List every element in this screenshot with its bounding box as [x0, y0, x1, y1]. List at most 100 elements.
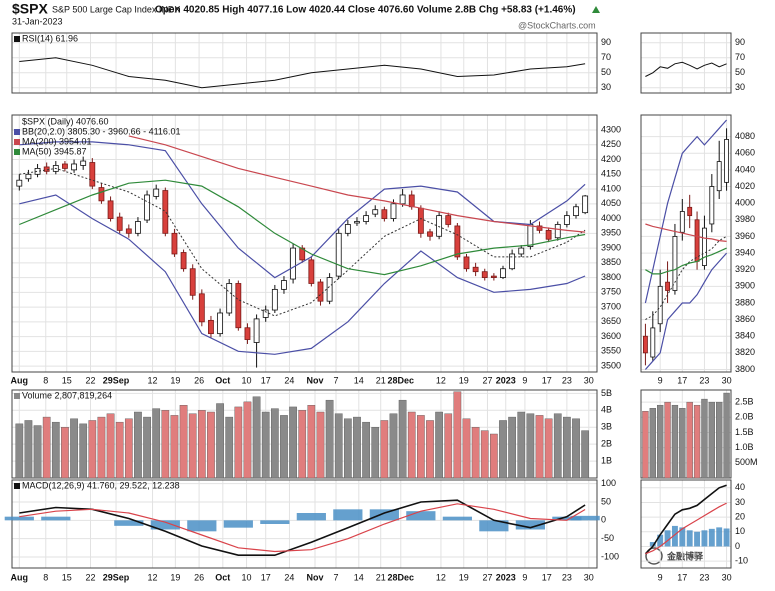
x-tick-label: 28Dec	[388, 375, 415, 385]
macd-histogram-bar	[150, 520, 180, 530]
volume-bar	[708, 401, 715, 479]
macd-histogram-bar	[406, 511, 436, 521]
y-tick-label: 3900	[735, 281, 755, 291]
volume-bar	[649, 408, 656, 479]
candle-body	[217, 312, 223, 335]
candle-body	[43, 166, 50, 172]
candle-body	[716, 161, 722, 192]
volume-bar	[389, 413, 398, 479]
volume-bar	[307, 405, 316, 479]
legend-label: BB(20,2.0) 3805.30 - 3960.66 - 4116.01	[22, 126, 180, 136]
candle-body	[554, 224, 561, 239]
legend-swatch	[14, 483, 20, 489]
candle-body	[262, 309, 269, 318]
candle-body	[650, 327, 656, 358]
volume-bar	[572, 418, 580, 479]
y-tick-label: 4080	[735, 131, 755, 141]
x-tick-label: 26	[194, 572, 204, 582]
macd-histogram-bar	[552, 516, 582, 521]
macd-histogram-bar	[479, 520, 509, 532]
volume-bar	[316, 411, 325, 479]
candle-body	[687, 206, 693, 217]
band-upper	[644, 119, 728, 304]
candle-body	[563, 215, 570, 225]
y-tick-label: 90	[601, 37, 611, 47]
y-tick-label: 500M	[735, 457, 758, 467]
legend-swatch	[14, 139, 20, 145]
macd-histogram-bar	[679, 527, 686, 547]
volume-bar	[61, 427, 69, 479]
x-tick-label: 22	[85, 572, 95, 582]
candle-body	[162, 190, 169, 234]
watermark-icon	[645, 547, 663, 565]
legend-label: $SPX (Daily) 4076.60	[22, 116, 109, 126]
y-tick-label: 3860	[735, 314, 755, 324]
volume-bar	[679, 408, 686, 479]
panel-frame	[11, 32, 598, 94]
x-tick-label: 30	[722, 572, 732, 582]
x-tick-label: 19	[459, 572, 469, 582]
x-tick-label: 28Dec	[388, 572, 415, 582]
x-tick-label: 26	[194, 375, 204, 385]
legend-label: Volume 2,807,819,264	[22, 390, 112, 400]
y-tick-label: 100	[601, 478, 616, 488]
volume-bar	[106, 413, 115, 479]
y-tick-label: 4040	[735, 164, 755, 174]
macd-histogram-bar	[333, 509, 363, 521]
macd-histogram-bar	[515, 520, 545, 530]
candle-body	[253, 318, 260, 343]
legend-swatch	[14, 36, 20, 42]
moving-average	[645, 247, 727, 275]
x-tick-label: 19	[170, 375, 180, 385]
candle-body	[694, 219, 700, 262]
panel-frame	[11, 479, 598, 569]
candle-body	[144, 194, 150, 221]
candle-body	[390, 203, 397, 219]
volume-bar	[435, 411, 443, 479]
y-tick-label: 30	[735, 82, 745, 92]
volume-bar	[526, 413, 535, 479]
x-tick-label: 27	[482, 375, 492, 385]
volume-bar	[362, 421, 370, 479]
volume-bar	[380, 420, 389, 479]
candle-body	[518, 247, 525, 255]
candle-body	[408, 194, 415, 208]
x-tick-label: Aug	[11, 375, 29, 385]
x-tick-label: 12	[148, 572, 158, 582]
volume-bar	[343, 418, 352, 479]
volume-bar	[42, 416, 51, 479]
y-tick-label: 90	[735, 37, 745, 47]
macd-histogram-bar	[708, 528, 715, 547]
band-middle	[19, 167, 586, 317]
candle-body	[709, 186, 715, 225]
candle-body	[208, 319, 214, 335]
x-tick-label: 23	[562, 375, 572, 385]
y-tick-label: 3950	[601, 228, 621, 238]
legend-swatch	[14, 393, 20, 399]
candle-body	[500, 268, 506, 278]
volume-bar	[88, 420, 97, 479]
x-tick-label: 30	[722, 375, 732, 385]
macd-histogram-bar	[4, 516, 34, 521]
volume-bar	[134, 411, 142, 479]
chart-title: S&P 500 Large Cap Index INDX	[52, 4, 180, 14]
y-tick-label: -10	[735, 555, 748, 565]
y-tick-label: 3700	[601, 301, 621, 311]
y-tick-label: 3960	[735, 231, 755, 241]
volume-bar	[261, 411, 270, 479]
candle-body	[472, 266, 479, 273]
x-tick-label: 15	[62, 375, 72, 385]
y-tick-label: 4060	[735, 148, 755, 158]
x-tick-label: 27	[482, 572, 492, 582]
y-tick-label: 4B	[601, 405, 612, 415]
macd-histogram-bar	[223, 520, 253, 528]
moving-average	[19, 179, 586, 276]
x-tick-label: 12	[148, 375, 158, 385]
volume-bar	[701, 398, 708, 479]
volume-bar	[581, 430, 589, 479]
x-tick-label: Nov	[306, 375, 323, 385]
volume-bar	[444, 413, 453, 479]
volume-bar	[664, 401, 671, 479]
candle-body	[509, 253, 516, 270]
